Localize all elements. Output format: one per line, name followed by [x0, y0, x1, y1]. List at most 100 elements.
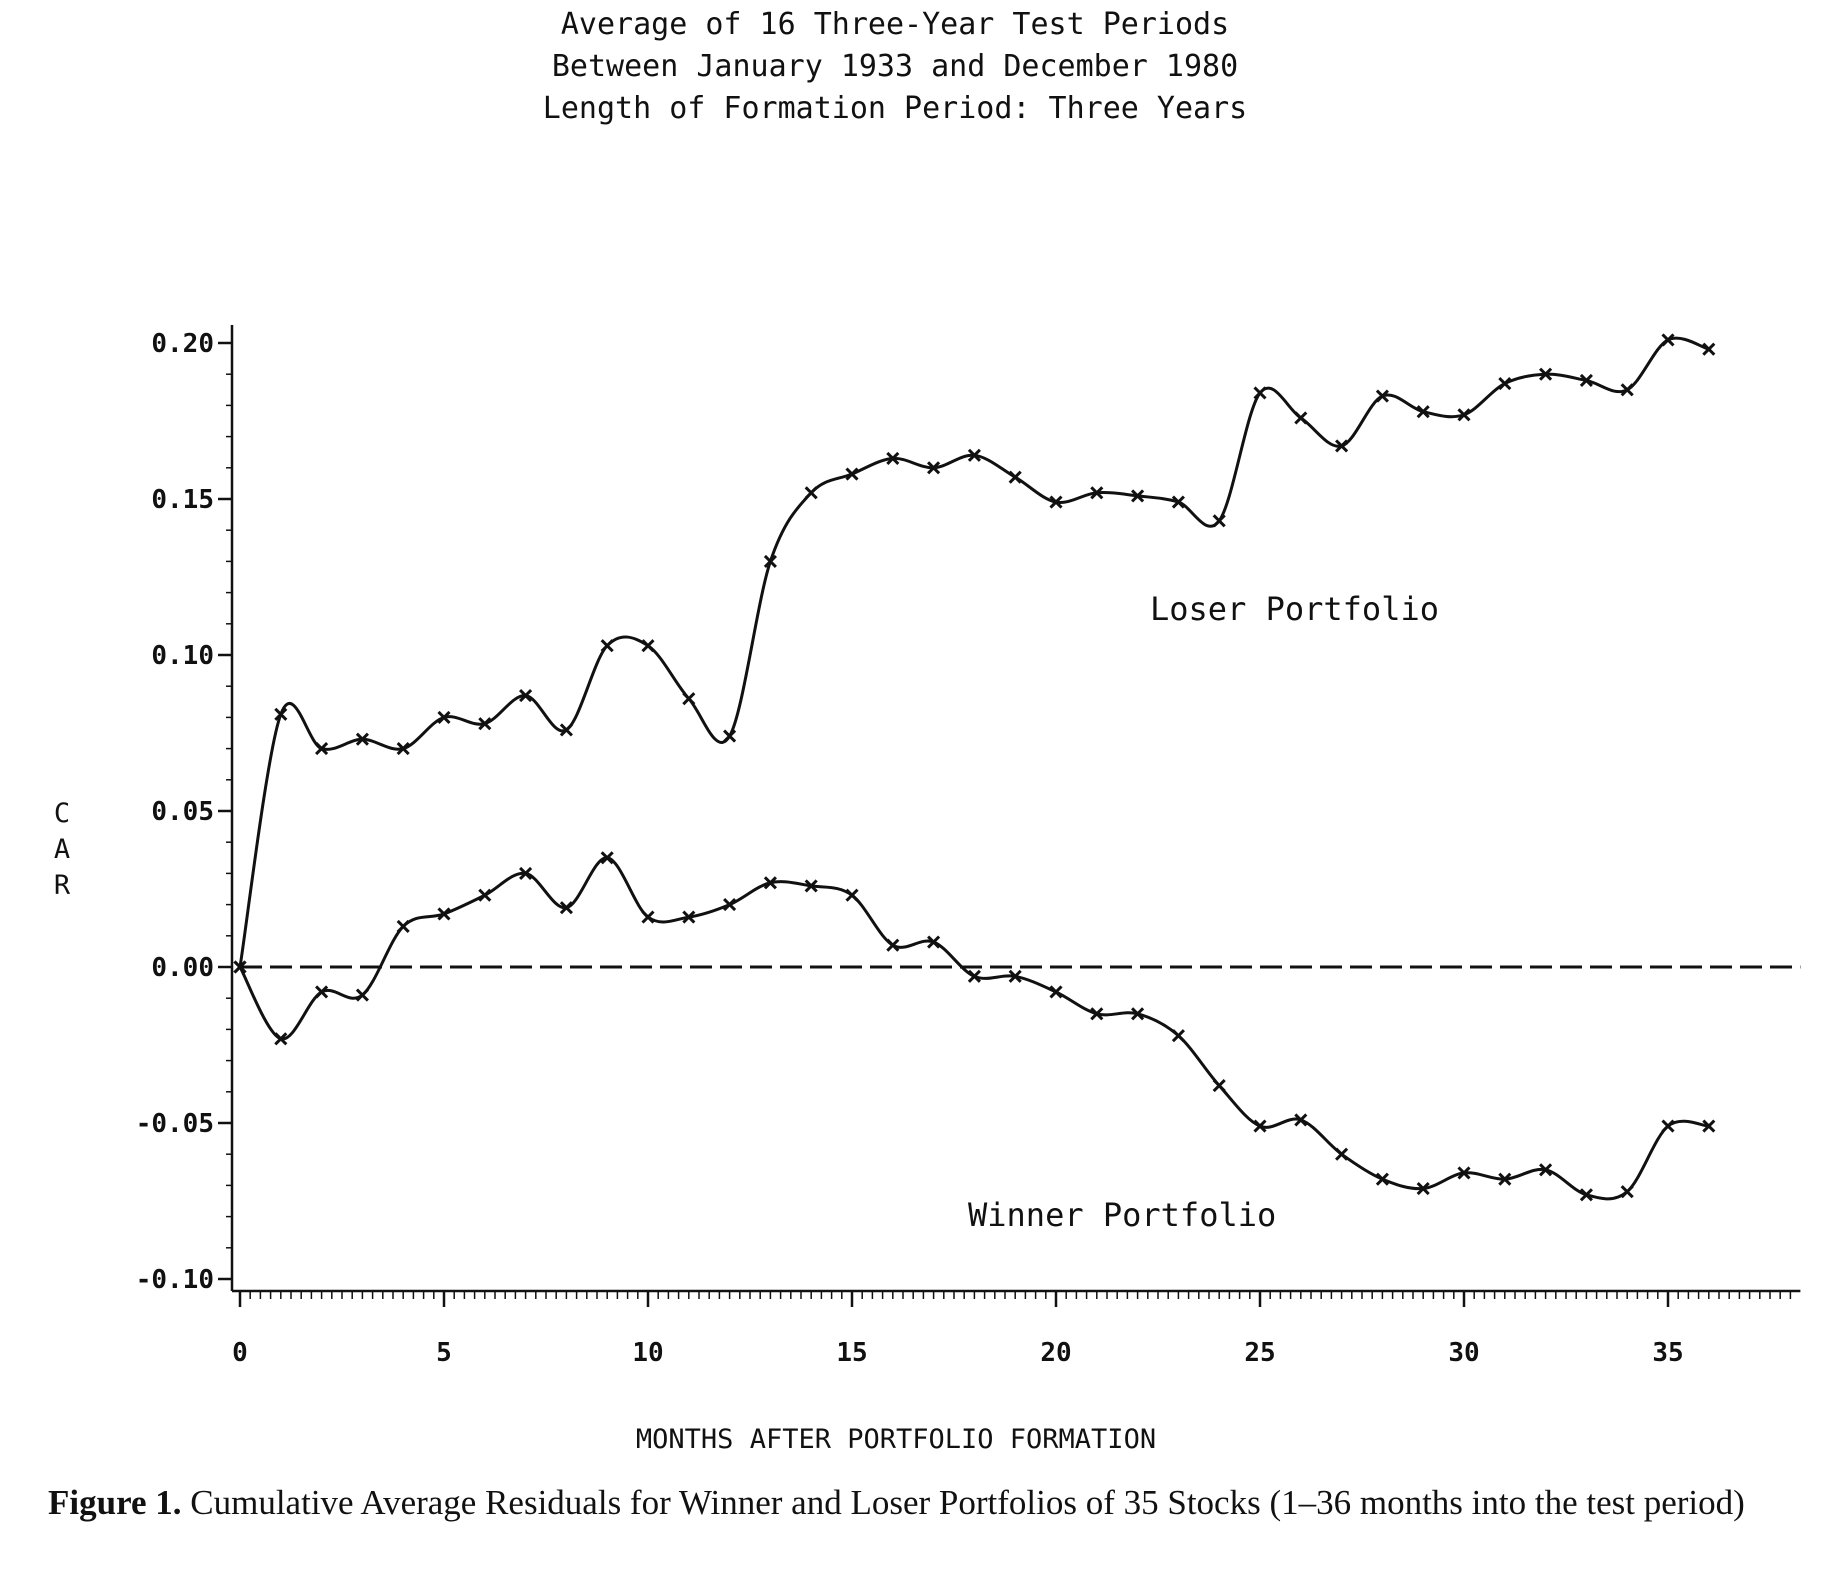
data-point-loser	[641, 639, 655, 653]
data-point-winner	[600, 851, 614, 865]
data-point-loser	[437, 710, 451, 724]
point-marker-stroke	[478, 717, 492, 731]
data-point-winner	[1375, 1172, 1389, 1186]
point-marker-stroke	[927, 461, 941, 475]
y-tick-label: 0.05	[151, 797, 214, 827]
point-marker-stroke	[641, 639, 655, 653]
chart-title-line-2: Between January 1933 and December 1980	[552, 49, 1238, 84]
data-point-winner	[559, 901, 573, 915]
data-point-winner	[1539, 1163, 1553, 1177]
point-marker-stroke	[845, 467, 859, 481]
series-label-loser: Loser Portfolio	[1150, 590, 1439, 628]
point-marker-stroke	[723, 729, 737, 743]
x-tick-label: 35	[1652, 1338, 1683, 1368]
point-marker-stroke	[763, 554, 777, 568]
y-tick-label: 0.15	[151, 485, 214, 515]
point-marker-stroke	[1498, 376, 1512, 391]
point-marker-stroke	[641, 910, 655, 924]
series-layer	[233, 333, 1716, 1202]
point-marker-stroke	[396, 919, 410, 934]
data-point-winner	[1620, 1185, 1634, 1199]
point-marker-stroke	[274, 707, 288, 721]
point-marker-stroke	[1661, 333, 1675, 347]
data-point-winner	[355, 988, 369, 1002]
y-axis-title-letter: C	[54, 798, 70, 829]
data-point-loser	[1457, 408, 1471, 422]
point-marker-stroke	[396, 742, 410, 756]
figure-caption-text: Cumulative Average Residuals for Winner …	[190, 1483, 1745, 1522]
point-marker-stroke	[1253, 1119, 1267, 1133]
point-marker-stroke	[682, 910, 696, 924]
x-tick-label: 25	[1244, 1338, 1275, 1368]
data-point-winner	[519, 866, 533, 880]
point-marker-stroke	[1457, 408, 1471, 422]
point-marker-stroke	[1702, 342, 1716, 356]
point-marker-stroke	[1335, 1147, 1349, 1161]
point-marker-stroke	[804, 879, 818, 893]
point-marker-stroke	[1661, 1119, 1675, 1133]
data-point-loser	[804, 486, 818, 500]
figure-caption: Figure 1. Cumulative Average Residuals f…	[48, 1478, 1788, 1528]
point-marker-stroke	[559, 723, 573, 737]
point-marker-stroke	[967, 448, 981, 462]
point-marker-stroke	[1579, 1188, 1593, 1202]
y-tick-label: -0.05	[136, 1109, 214, 1139]
data-point-loser	[1171, 495, 1185, 509]
data-point-winner	[233, 960, 247, 974]
point-marker-stroke	[1008, 969, 1022, 983]
data-point-loser	[1498, 376, 1512, 391]
point-marker-stroke	[1171, 1029, 1185, 1043]
data-point-loser	[845, 467, 859, 481]
x-tick-label: 30	[1448, 1338, 1479, 1368]
chart-title-line-1: Average of 16 Three-Year Test Periods	[561, 7, 1229, 42]
data-point-winner	[1294, 1113, 1308, 1127]
data-point-winner	[1253, 1119, 1267, 1133]
point-marker-stroke	[1416, 405, 1430, 419]
data-point-loser	[1620, 383, 1634, 397]
point-marker-stroke	[1335, 439, 1349, 453]
data-point-loser	[1253, 386, 1267, 400]
point-marker-stroke	[1457, 1166, 1471, 1180]
point-marker-stroke	[1212, 514, 1226, 528]
x-tick-label: 5	[436, 1338, 452, 1368]
point-marker-stroke	[927, 935, 941, 949]
point-marker-stroke	[886, 451, 900, 466]
point-marker-stroke	[763, 876, 777, 890]
point-marker-stroke	[1620, 383, 1634, 397]
y-tick-label: 0.00	[151, 953, 214, 983]
point-marker-stroke	[1090, 1007, 1104, 1021]
point-marker-stroke	[478, 888, 492, 902]
data-point-winner	[1416, 1181, 1430, 1196]
point-marker-stroke	[845, 888, 859, 902]
data-point-loser	[1335, 439, 1349, 453]
point-marker-stroke	[1539, 367, 1553, 381]
point-marker-stroke	[1375, 389, 1389, 403]
data-point-loser	[396, 742, 410, 756]
point-marker-stroke	[1171, 495, 1185, 509]
y-tick-label: 0.10	[151, 641, 214, 671]
data-point-loser	[1702, 342, 1716, 356]
point-marker-stroke	[723, 898, 737, 912]
y-tick-label: -0.10	[136, 1265, 214, 1295]
data-point-winner	[1457, 1166, 1471, 1180]
point-marker-stroke	[1579, 373, 1593, 388]
point-marker-stroke	[1375, 1172, 1389, 1186]
point-marker-stroke	[1049, 495, 1063, 509]
data-point-loser	[519, 688, 533, 703]
y-axis-title-letter: R	[54, 870, 71, 901]
data-point-winner	[437, 907, 451, 921]
point-marker-stroke	[437, 907, 451, 921]
data-point-winner	[1008, 969, 1022, 983]
data-point-winner	[478, 888, 492, 902]
point-marker-stroke	[519, 866, 533, 880]
data-point-winner	[641, 910, 655, 924]
data-point-winner	[845, 888, 859, 902]
data-point-winner	[927, 935, 941, 949]
data-point-loser	[1375, 389, 1389, 403]
figure-label: Figure 1.	[48, 1483, 182, 1522]
point-marker-stroke	[967, 969, 981, 983]
data-point-winner	[1212, 1078, 1226, 1093]
point-marker-stroke	[886, 938, 900, 952]
data-point-winner	[274, 1032, 288, 1046]
point-marker-stroke	[1702, 1119, 1716, 1133]
